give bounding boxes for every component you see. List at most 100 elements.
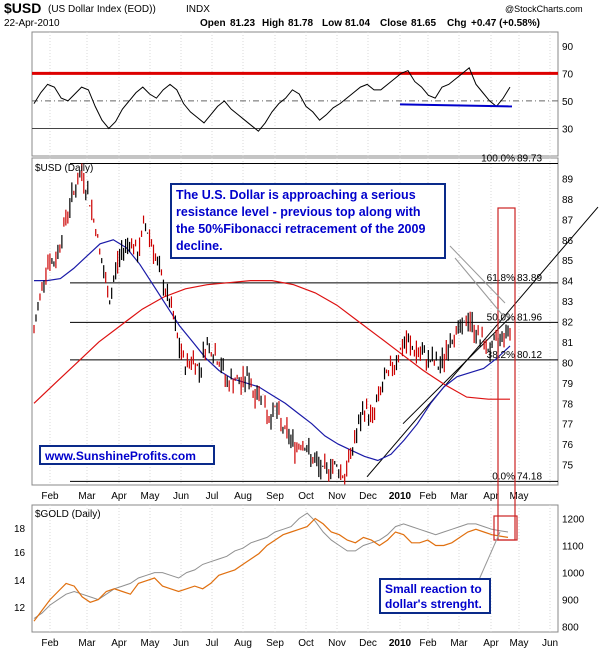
callout-pointer-1: [449, 245, 506, 304]
high-label: High: [262, 18, 284, 29]
gold-y-tick-right: 1000: [562, 569, 585, 580]
gold-x-label: Jul: [206, 638, 219, 649]
date-label: 22-Apr-2010: [4, 18, 60, 29]
gold-y-tick-right: 1200: [562, 515, 585, 526]
gold-x-label: May: [510, 638, 529, 649]
gold-x-label: Aug: [234, 638, 252, 649]
price-y-tick: 81: [562, 338, 574, 349]
fib-label: 50.0%: [487, 312, 515, 323]
price-x-label: Jun: [173, 491, 189, 502]
chg-value: +0.47 (+0.58%): [471, 18, 540, 29]
ma-50-line: [34, 239, 511, 462]
fib-label: 100.0%: [481, 154, 515, 165]
gold-x-label: Feb: [41, 638, 59, 649]
gold-x-label: Apr: [483, 638, 499, 649]
trendline-lower: [402, 317, 511, 425]
exchange-label: INDX: [186, 4, 210, 15]
gold-x-label: Mar: [450, 638, 468, 649]
price-x-label: May: [510, 491, 529, 502]
gold-y-tick-right: 900: [562, 596, 579, 607]
price-x-label: Feb: [419, 491, 437, 502]
price-x-label: Apr: [483, 491, 499, 502]
trendline-up: [366, 206, 599, 478]
rsi-y-tick: 70: [562, 69, 574, 80]
high-value: 81.78: [288, 18, 313, 29]
close-label: Close: [380, 18, 408, 29]
price-y-tick: 82: [562, 318, 574, 329]
price-bars: [33, 163, 511, 485]
price-x-label: Sep: [266, 491, 284, 502]
close-value: 81.65: [411, 18, 436, 29]
gold-x-label: 2010: [389, 638, 412, 649]
gold-x-label: Nov: [328, 638, 346, 649]
price-y-tick: 79: [562, 379, 574, 390]
gold-x-label: Sep: [266, 638, 284, 649]
price-y-tick: 75: [562, 461, 574, 472]
price-panel-title: $USD (Daily): [35, 163, 93, 174]
gold-y-tick-right: 800: [562, 623, 579, 634]
fib-value: 74.18: [517, 471, 542, 482]
rsi-panel: [31, 31, 559, 157]
price-x-label: Mar: [450, 491, 468, 502]
open-label: Open: [200, 18, 226, 29]
price-y-tick: 83: [562, 297, 574, 308]
gold-y-tick-left: 14: [14, 576, 26, 587]
price-x-label: Nov: [328, 491, 346, 502]
callout-pointer-2: [454, 257, 506, 319]
low-label: Low: [322, 18, 342, 29]
price-x-label: Feb: [41, 491, 59, 502]
gold-x-label: Dec: [359, 638, 377, 649]
price-y-tick: 87: [562, 215, 574, 226]
rsi-y-tick: 30: [562, 124, 574, 135]
price-x-label: Mar: [78, 491, 96, 502]
callout-pointer-3: [477, 531, 501, 583]
gold-x-label: Oct: [298, 638, 314, 649]
gold-x-label: May: [141, 638, 160, 649]
fib-label: 61.8%: [487, 273, 515, 284]
website-label: www.SunshineProfits.com: [39, 445, 215, 465]
gold-x-label: Jun: [542, 638, 558, 649]
open-value: 81.23: [230, 18, 255, 29]
gold-x-label: Feb: [419, 638, 437, 649]
gold-y-tick-left: 18: [14, 524, 26, 535]
rsi-y-tick: 50: [562, 97, 574, 108]
ma-200-line: [33, 280, 510, 404]
low-value: 81.04: [345, 18, 370, 29]
price-x-label: Oct: [298, 491, 314, 502]
gold-panel-title: $GOLD (Daily): [35, 509, 101, 520]
index-name: (US Dollar Index (EOD)): [48, 4, 156, 15]
gold-x-label: Mar: [78, 638, 96, 649]
rsi-y-tick: 90: [562, 42, 574, 53]
annotation-resistance: The U.S. Dollar is approaching a serious…: [170, 183, 446, 259]
price-y-tick: 88: [562, 195, 574, 206]
price-x-label: Dec: [359, 491, 377, 502]
price-x-label: Apr: [111, 491, 127, 502]
annotation-gold: Small reaction to dollar's strenght.: [379, 578, 491, 614]
gold-plot: [33, 512, 509, 622]
fib-value: 89.73: [517, 154, 542, 165]
fib-label: 38.2%: [487, 350, 515, 361]
price-x-label: 2010: [389, 491, 412, 502]
highlight-box-gold: [493, 515, 518, 541]
price-y-tick: 85: [562, 256, 574, 267]
price-y-tick: 78: [562, 399, 574, 410]
price-x-label: Jul: [206, 491, 219, 502]
grid-lines: [32, 32, 558, 632]
watermark: @StockCharts.com: [505, 4, 583, 14]
gold-x-label: Jun: [173, 638, 189, 649]
rsi-plot: [33, 67, 513, 132]
rsi-series-line: [33, 67, 511, 132]
axis-labels: 90 70 50 30 89 88 87 86 85 84 83 82 81 80 79 78 77 76 75 10…: [14, 42, 585, 649]
fib-value: 83.89: [517, 273, 542, 284]
chg-label: Chg: [447, 18, 466, 29]
price-y-tick: 77: [562, 420, 574, 431]
price-y-tick: 76: [562, 440, 574, 451]
gold-y-tick-left: 16: [14, 548, 26, 559]
symbol-label: $USD: [4, 0, 41, 16]
price-y-tick: 89: [562, 174, 574, 185]
fib-value: 80.12: [517, 350, 542, 361]
price-y-tick: 86: [562, 236, 574, 247]
gold-y-tick-left: 12: [14, 603, 26, 614]
price-y-tick: 84: [562, 277, 574, 288]
